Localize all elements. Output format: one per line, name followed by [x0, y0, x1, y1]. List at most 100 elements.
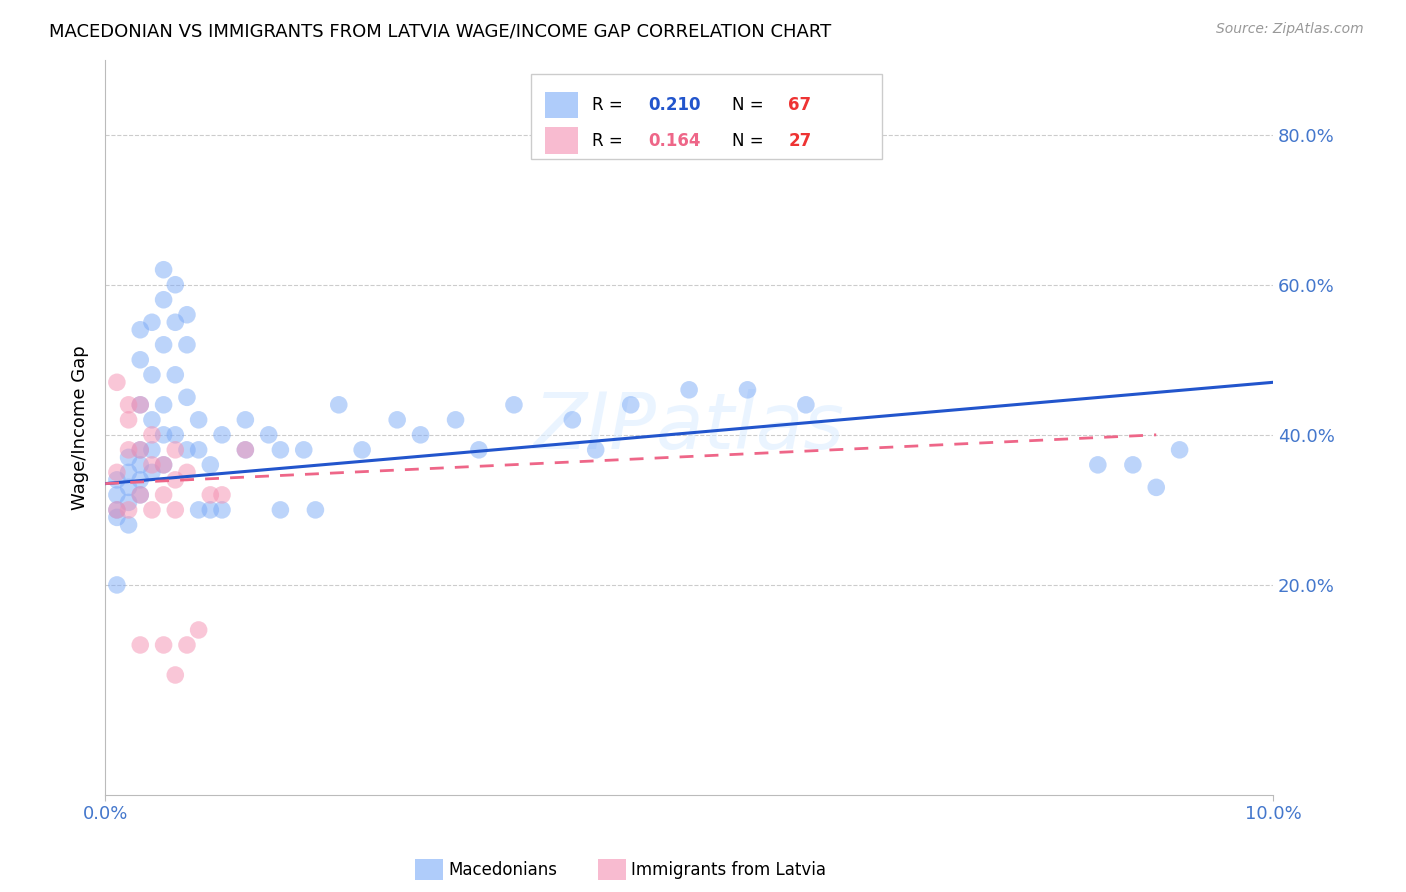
- Text: 0.210: 0.210: [648, 96, 700, 114]
- Point: [165, 277, 187, 292]
- Point: [211, 427, 233, 442]
- Point: [269, 503, 291, 517]
- Point: [105, 488, 128, 502]
- Point: [165, 668, 187, 682]
- Point: [409, 427, 432, 442]
- Point: [141, 466, 163, 480]
- Point: [165, 427, 187, 442]
- Point: [129, 398, 152, 412]
- Point: [165, 442, 187, 457]
- Point: [105, 503, 128, 517]
- Point: [187, 503, 209, 517]
- Text: R =: R =: [592, 96, 628, 114]
- Point: [620, 398, 643, 412]
- Point: [211, 488, 233, 502]
- Point: [152, 338, 174, 352]
- Text: MACEDONIAN VS IMMIGRANTS FROM LATVIA WAGE/INCOME GAP CORRELATION CHART: MACEDONIAN VS IMMIGRANTS FROM LATVIA WAG…: [49, 22, 831, 40]
- Point: [187, 413, 209, 427]
- Point: [561, 413, 583, 427]
- Text: N =: N =: [733, 96, 769, 114]
- Point: [235, 413, 257, 427]
- Point: [129, 323, 152, 337]
- Point: [468, 442, 491, 457]
- Point: [152, 427, 174, 442]
- Point: [678, 383, 700, 397]
- Point: [585, 442, 607, 457]
- Point: [129, 488, 152, 502]
- Point: [269, 442, 291, 457]
- Point: [737, 383, 759, 397]
- Point: [117, 398, 139, 412]
- Point: [152, 293, 174, 307]
- Point: [105, 473, 128, 487]
- Point: [117, 413, 139, 427]
- Point: [152, 488, 174, 502]
- Point: [176, 638, 198, 652]
- Text: Source: ZipAtlas.com: Source: ZipAtlas.com: [1216, 22, 1364, 37]
- Text: R =: R =: [592, 131, 628, 150]
- Point: [176, 390, 198, 404]
- Point: [129, 638, 152, 652]
- Bar: [546, 128, 578, 153]
- Point: [257, 427, 280, 442]
- Point: [105, 376, 128, 390]
- Point: [152, 638, 174, 652]
- Point: [141, 368, 163, 382]
- Point: [211, 503, 233, 517]
- Point: [129, 442, 152, 457]
- Point: [176, 338, 198, 352]
- Point: [165, 315, 187, 329]
- Point: [165, 503, 187, 517]
- Point: [165, 368, 187, 382]
- Point: [152, 398, 174, 412]
- Text: 27: 27: [789, 131, 811, 150]
- Point: [152, 458, 174, 472]
- Point: [165, 473, 187, 487]
- Point: [176, 466, 198, 480]
- Point: [187, 623, 209, 637]
- Point: [352, 442, 374, 457]
- Text: 0.164: 0.164: [648, 131, 700, 150]
- Point: [117, 517, 139, 532]
- Point: [105, 578, 128, 592]
- Point: [105, 510, 128, 524]
- Point: [129, 398, 152, 412]
- Point: [794, 398, 817, 412]
- Point: [129, 352, 152, 367]
- Bar: [546, 92, 578, 119]
- Point: [503, 398, 526, 412]
- Text: N =: N =: [733, 131, 769, 150]
- Text: 67: 67: [789, 96, 811, 114]
- Point: [1087, 458, 1109, 472]
- Point: [129, 442, 152, 457]
- Point: [141, 458, 163, 472]
- Text: Macedonians: Macedonians: [449, 861, 558, 879]
- Point: [117, 503, 139, 517]
- Point: [292, 442, 315, 457]
- Point: [187, 442, 209, 457]
- Point: [176, 308, 198, 322]
- Point: [1144, 480, 1167, 494]
- Point: [129, 488, 152, 502]
- Point: [141, 503, 163, 517]
- Text: ZIPatlas: ZIPatlas: [534, 389, 845, 466]
- Point: [152, 458, 174, 472]
- Point: [105, 466, 128, 480]
- Bar: [531, 74, 882, 159]
- Y-axis label: Wage/Income Gap: Wage/Income Gap: [72, 345, 89, 509]
- Point: [176, 442, 198, 457]
- Point: [129, 458, 152, 472]
- Point: [235, 442, 257, 457]
- Text: Immigrants from Latvia: Immigrants from Latvia: [631, 861, 827, 879]
- Point: [117, 495, 139, 509]
- Point: [117, 442, 139, 457]
- Point: [200, 503, 222, 517]
- Point: [444, 413, 467, 427]
- Point: [200, 458, 222, 472]
- Point: [385, 413, 408, 427]
- Point: [105, 503, 128, 517]
- Point: [141, 413, 163, 427]
- Point: [141, 315, 163, 329]
- Point: [1168, 442, 1191, 457]
- Point: [152, 262, 174, 277]
